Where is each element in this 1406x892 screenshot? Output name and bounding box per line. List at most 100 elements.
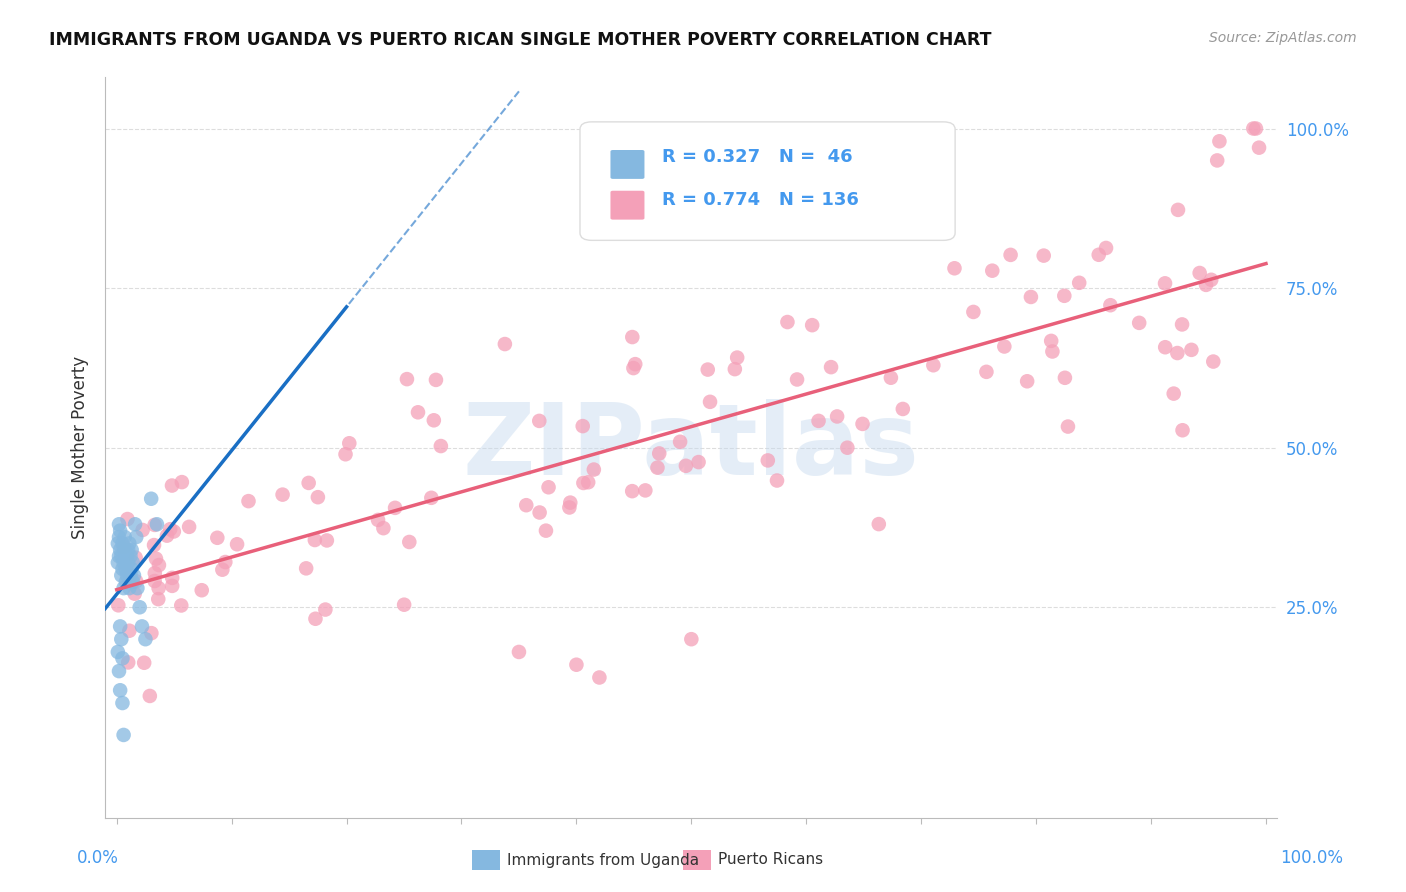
Point [766, 474, 789, 488]
Point [560, 495, 582, 509]
Point [170, 475, 193, 489]
Point [868, 517, 890, 532]
Point [681, 632, 703, 647]
Point [851, 417, 873, 431]
Point [115, 549, 138, 564]
Text: Puerto Ricans: Puerto Ricans [718, 853, 823, 868]
Point [238, 494, 260, 508]
Point [647, 460, 669, 475]
Point [1244, 121, 1267, 136]
Point [696, 362, 718, 376]
Point [624, 357, 647, 371]
Point [214, 555, 236, 569]
Point [114, 542, 136, 557]
Point [304, 533, 326, 547]
Point [623, 361, 645, 376]
Point [108, 664, 131, 678]
Point [170, 599, 193, 613]
Point [190, 583, 212, 598]
Point [118, 624, 141, 638]
Point [648, 446, 671, 460]
Point [1166, 346, 1188, 360]
Point [756, 453, 779, 467]
Point [508, 645, 530, 659]
Point [121, 562, 143, 576]
Point [118, 536, 141, 550]
Text: R = 0.774   N = 136: R = 0.774 N = 136 [662, 191, 859, 209]
Point [1188, 266, 1211, 280]
Point [131, 523, 153, 537]
Point [125, 574, 148, 589]
Point [1199, 273, 1222, 287]
Point [494, 337, 516, 351]
Point [1241, 121, 1264, 136]
Point [801, 318, 824, 333]
FancyBboxPatch shape [610, 191, 644, 219]
Point [146, 517, 169, 532]
Point [115, 574, 138, 589]
Point [107, 645, 129, 659]
Text: IMMIGRANTS FROM UGANDA VS PUERTO RICAN SINGLE MOTHER POVERTY CORRELATION CHART: IMMIGRANTS FROM UGANDA VS PUERTO RICAN S… [49, 31, 991, 49]
Point [571, 419, 593, 434]
Point [880, 370, 903, 384]
Point [922, 358, 945, 372]
Point [141, 626, 163, 640]
Point [108, 549, 131, 564]
FancyBboxPatch shape [581, 122, 955, 240]
Point [108, 619, 131, 633]
Point [515, 498, 537, 512]
Point [398, 535, 420, 549]
Point [688, 455, 710, 469]
Point [1154, 340, 1177, 354]
Point [117, 542, 139, 557]
Point [337, 436, 360, 450]
Point [124, 517, 146, 532]
Point [1040, 334, 1063, 348]
Point [134, 656, 156, 670]
Bar [683, 850, 711, 870]
Point [110, 549, 132, 564]
Point [121, 574, 143, 589]
Point [675, 458, 697, 473]
Point [1095, 241, 1118, 255]
Point [1154, 277, 1177, 291]
Y-axis label: Single Mother Poverty: Single Mother Poverty [72, 356, 89, 540]
Point [121, 556, 143, 570]
Point [1099, 298, 1122, 312]
Point [128, 600, 150, 615]
Point [115, 562, 138, 576]
Point [943, 261, 966, 276]
Point [1019, 290, 1042, 304]
Point [124, 587, 146, 601]
Point [117, 656, 139, 670]
Point [110, 632, 132, 647]
Point [1171, 318, 1194, 332]
Point [529, 506, 551, 520]
Point [558, 500, 581, 515]
Point [148, 581, 170, 595]
Point [108, 542, 131, 557]
Point [423, 413, 446, 427]
Point [110, 568, 132, 582]
Point [621, 330, 644, 344]
Point [529, 414, 551, 428]
Point [820, 360, 842, 375]
Point [207, 531, 229, 545]
Point [335, 447, 357, 461]
Point [271, 488, 294, 502]
Point [143, 574, 166, 588]
Point [307, 490, 329, 504]
Point [1042, 344, 1064, 359]
Bar [472, 850, 501, 870]
Point [125, 530, 148, 544]
Point [572, 475, 595, 490]
Point [420, 491, 443, 505]
Point [127, 581, 149, 595]
Text: 100.0%: 100.0% [1279, 849, 1343, 867]
Point [143, 538, 166, 552]
Point [143, 517, 166, 532]
Point [177, 520, 200, 534]
Text: ZIPatlas: ZIPatlas [463, 400, 920, 496]
Point [1128, 316, 1150, 330]
Point [384, 500, 406, 515]
